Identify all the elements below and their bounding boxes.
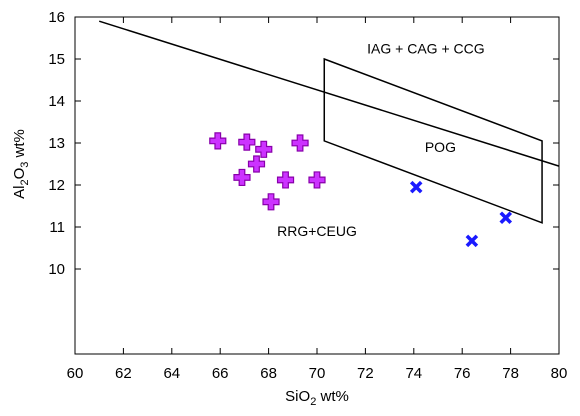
x-tick-label: 66	[212, 365, 229, 382]
data-point-plus-marker	[255, 140, 273, 158]
x-tick-label: 64	[163, 365, 180, 382]
pog-field-polygon	[323, 57, 543, 224]
data-point-cross-marker	[409, 180, 423, 194]
data-point-plus-marker	[262, 193, 280, 211]
field-annotation: IAG + CAG + CCG	[367, 41, 484, 57]
x-tick-label: 80	[551, 365, 568, 382]
data-point-plus-marker	[247, 155, 266, 173]
x-tick-label: 68	[260, 365, 277, 382]
y-tick-label: 16	[48, 9, 65, 26]
x-tick-label: 78	[502, 365, 519, 382]
x-tick-label: 60	[67, 365, 84, 382]
y-tick-label: 10	[48, 261, 65, 278]
discrimination-boundary-line	[98, 20, 560, 167]
x-tick-label: 74	[405, 365, 422, 382]
x-tick-label: 70	[309, 365, 326, 382]
field-annotation: POG	[425, 139, 456, 155]
x-tick-label: 76	[454, 365, 471, 382]
data-point-plus-marker	[209, 132, 227, 150]
field-annotation: RRG+CEUG	[277, 223, 357, 239]
data-point-plus-marker	[308, 171, 326, 189]
y-axis-label: Al2O3 wt%	[11, 129, 31, 199]
data-point-plus-marker	[233, 168, 251, 187]
x-tick-label: 72	[357, 365, 374, 382]
data-point-plus-marker	[276, 171, 295, 189]
y-tick-label: 15	[48, 51, 65, 68]
y-tick-label: 12	[48, 177, 65, 194]
y-tick-label: 11	[49, 219, 65, 236]
x-tick-label: 62	[115, 365, 132, 382]
data-point-plus-marker	[291, 134, 309, 152]
data-point-plus-marker	[238, 133, 256, 151]
data-point-cross-marker	[499, 211, 513, 225]
y-tick-label: 14	[48, 93, 65, 110]
x-axis-label: SiO2 wt%	[285, 388, 349, 408]
data-point-cross-marker	[465, 234, 479, 248]
y-tick-label: 13	[48, 135, 65, 152]
